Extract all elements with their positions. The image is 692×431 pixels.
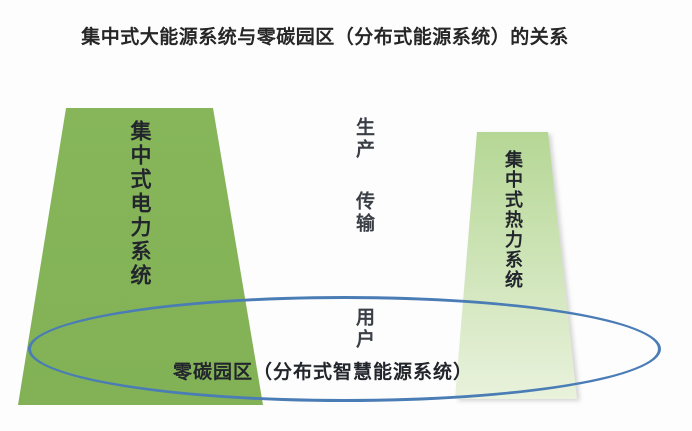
left-system-label: 集中式电力系统 xyxy=(128,120,152,288)
right-system-label: 集中式热力系统 xyxy=(503,150,523,290)
stage-label-users: 用户 xyxy=(353,307,374,351)
stage-label-transmission: 传输 xyxy=(353,191,374,235)
zero-carbon-ellipse xyxy=(28,296,661,402)
zero-carbon-zone-label: 零碳园区（分布式智慧能源系统） xyxy=(172,362,473,383)
stage-label-production: 生产 xyxy=(353,117,374,161)
diagram-title: 集中式大能源系统与零碳园区（分布式能源系统）的关系 xyxy=(81,27,569,48)
